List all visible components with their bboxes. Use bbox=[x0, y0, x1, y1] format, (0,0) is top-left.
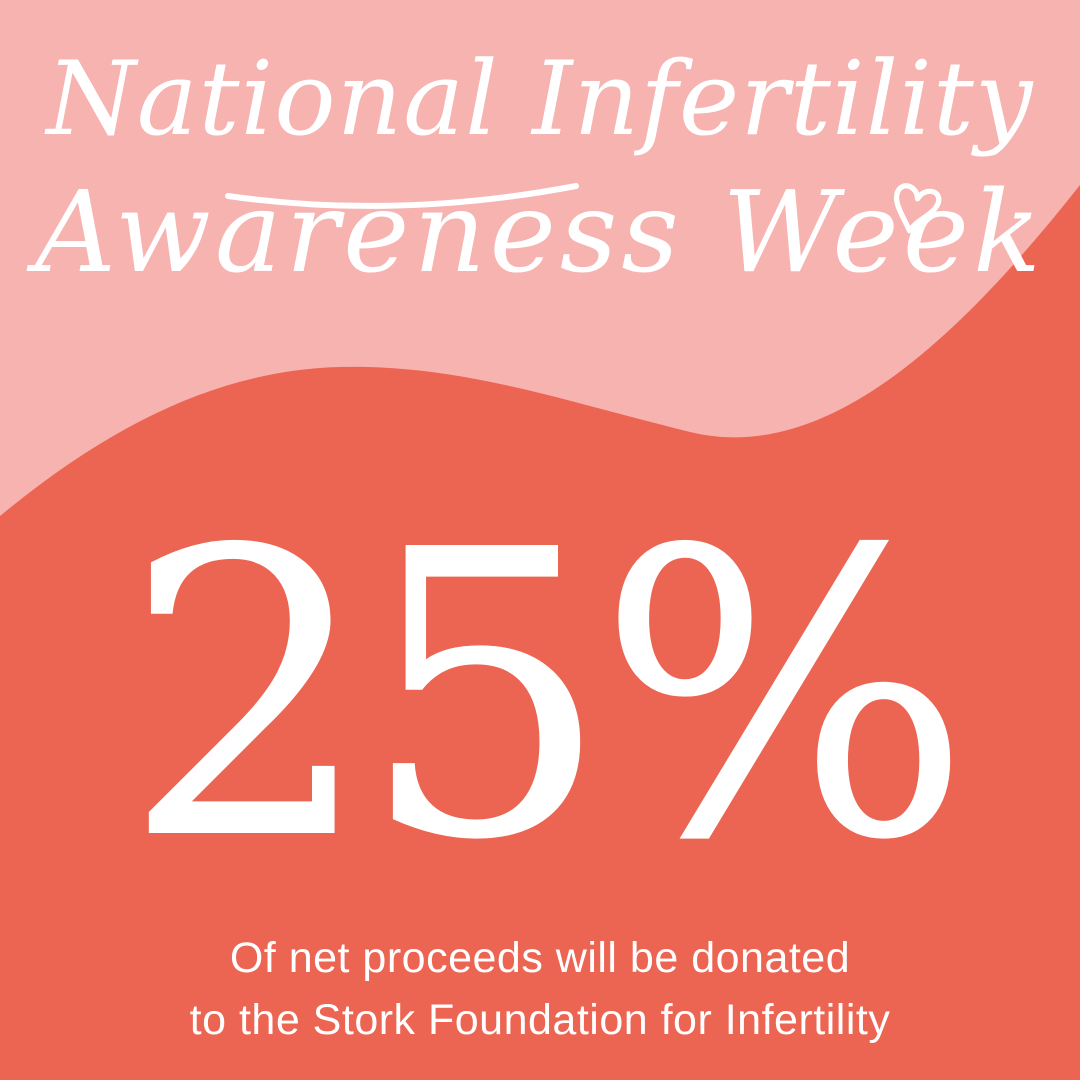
donation-percentage-block: 25% bbox=[0, 500, 1080, 895]
headline-line1: National Infertility bbox=[46, 40, 1034, 159]
heart-icon bbox=[893, 183, 942, 234]
caption-line1: Of net proceeds will be donated bbox=[229, 934, 851, 982]
caption-line2: to the Stork Foundation for Infertility bbox=[189, 995, 891, 1044]
swash-underline-icon bbox=[225, 183, 579, 209]
donation-caption: Of net proceeds will be donated to the S… bbox=[0, 928, 1080, 1052]
headline: National Infertility Awareness Week bbox=[0, 34, 1080, 297]
donation-percentage: 25% bbox=[122, 467, 972, 927]
